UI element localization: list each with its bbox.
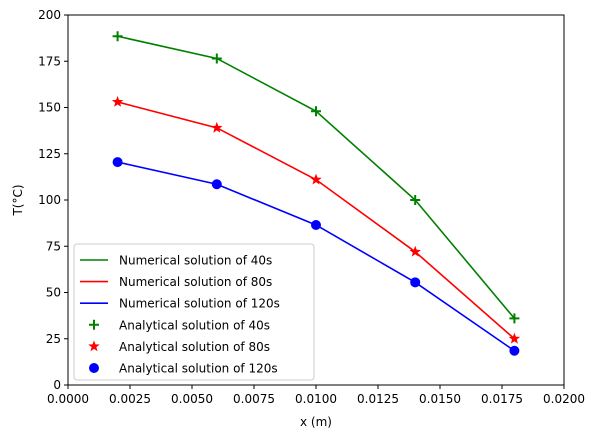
y-tick-label: 25 [46,332,61,346]
analytical-solution-of-120s-point [211,179,222,190]
legend-label: Numerical solution of 80s [119,275,272,289]
x-tick-label: 0.0200 [543,392,585,406]
analytical-solution-of-120s-point [509,345,520,356]
legend-item: Numerical solution of 120s [80,297,280,311]
legend-label: Numerical solution of 40s [119,254,272,268]
analytical-solution-of-40s-legend-marker [89,319,99,330]
y-tick-label: 175 [38,54,61,68]
series-layer [111,31,521,356]
x-tick-label: 0.0125 [357,392,399,406]
legend-item: Analytical solution of 40s [89,318,270,332]
analytical-solution-of-120s-legend-marker [89,363,99,373]
analytical-solution-of-80s-point [111,95,124,107]
x-tick-label: 0.0025 [109,392,151,406]
legend-items: Numerical solution of 40s Numerical solut… [80,254,280,376]
legend-label: Analytical solution of 80s [119,340,270,354]
y-tick-label: 100 [38,193,61,207]
x-tick-label: 0.0175 [481,392,523,406]
analytical-solution-of-80s-point [409,245,421,257]
legend-box [73,243,315,381]
y-tick-label: 150 [38,101,61,115]
legend-item: Numerical solution of 80s [80,275,272,289]
legend-item: Analytical solution of 80s [88,340,270,354]
y-tick-label: 200 [38,8,61,22]
x-tick-label: 0.0150 [419,392,461,406]
y-tick-label: 0 [53,378,61,392]
analytical-solution-of-120s-point [311,219,321,230]
analytical-solution-of-80s-legend-marker [88,340,100,352]
legend-label: Numerical solution of 120s [119,297,280,311]
x-tick-label: 0.0100 [295,392,337,406]
legend-item: Numerical solution of 40s [80,254,272,268]
y-tick-label: 50 [46,286,61,300]
analytical-solution-of-40s-point [410,195,421,205]
legend: Numerical solution of 40s Numerical solut… [73,243,315,381]
y-tick-label: 125 [38,147,61,161]
legend-label: Analytical solution of 120s [119,362,278,376]
x-tick-label: 0.0075 [233,392,275,406]
analytical-solution-of-120s-point [112,157,123,168]
axes-layer: 0.0000 0.0025 0.0050 0.0075 0.0100 0.0125 0.01… [38,8,585,406]
y-tick-label: 75 [46,239,61,253]
x-axis-label: x (m) [300,415,332,429]
y-axis-label: T(°C) [11,184,25,216]
analytical-solution-of-40s-point [211,53,222,64]
legend-label: Analytical solution of 40s [119,318,270,332]
analytical-solution-of-40s-point [509,313,520,324]
analytical-solution-of-80s-point [211,121,223,133]
analytical-solution-of-80s-point [310,173,322,185]
legend-item: Analytical solution of 120s [89,362,278,376]
analytical-solution-of-40s-point [311,106,321,117]
x-tick-label: 0.0050 [171,392,213,406]
analytical-solution-of-40s-point [112,31,123,42]
x-tick-label: 0.0000 [47,392,89,406]
analytical-solution-of-80s-point [508,332,521,344]
analytical-solution-of-120s-point [410,277,421,288]
